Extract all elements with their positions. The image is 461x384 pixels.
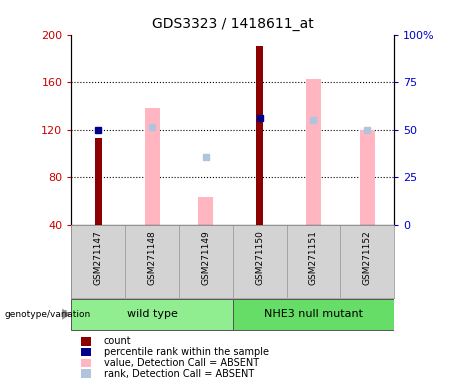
Bar — [233, 225, 287, 298]
Text: wild type: wild type — [127, 309, 177, 319]
Title: GDS3323 / 1418611_at: GDS3323 / 1418611_at — [152, 17, 313, 31]
Text: percentile rank within the sample: percentile rank within the sample — [104, 347, 269, 357]
Bar — [71, 300, 233, 330]
Bar — [95, 138, 101, 225]
Text: NHE3 null mutant: NHE3 null mutant — [264, 309, 363, 319]
Text: GSM271149: GSM271149 — [201, 230, 210, 285]
Text: GSM271147: GSM271147 — [94, 230, 103, 285]
Bar — [125, 225, 179, 298]
Bar — [256, 46, 263, 225]
Bar — [287, 225, 340, 298]
Text: genotype/variation: genotype/variation — [5, 310, 91, 319]
Text: GSM271152: GSM271152 — [363, 230, 372, 285]
Bar — [71, 225, 125, 298]
Bar — [360, 130, 375, 225]
Polygon shape — [62, 309, 71, 320]
Bar — [340, 225, 394, 298]
Bar — [306, 78, 321, 225]
Text: GSM271148: GSM271148 — [148, 230, 157, 285]
Text: rank, Detection Call = ABSENT: rank, Detection Call = ABSENT — [104, 369, 254, 379]
Bar — [179, 225, 233, 298]
Text: GSM271151: GSM271151 — [309, 230, 318, 285]
Bar — [233, 300, 394, 330]
Bar — [145, 108, 160, 225]
Text: value, Detection Call = ABSENT: value, Detection Call = ABSENT — [104, 358, 259, 368]
Text: GSM271150: GSM271150 — [255, 230, 264, 285]
Text: count: count — [104, 336, 131, 346]
Bar — [198, 197, 213, 225]
